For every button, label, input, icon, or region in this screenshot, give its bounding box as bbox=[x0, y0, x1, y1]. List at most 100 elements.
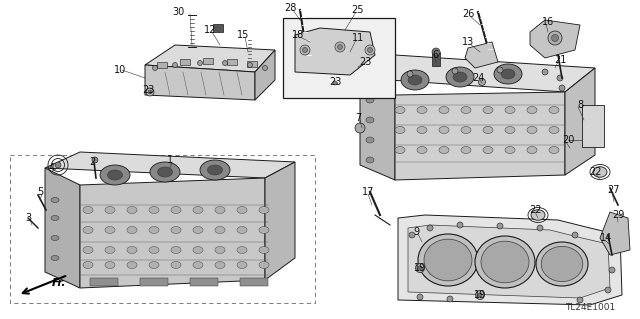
Ellipse shape bbox=[483, 146, 493, 153]
Ellipse shape bbox=[366, 117, 374, 123]
Bar bbox=[190, 278, 218, 286]
Ellipse shape bbox=[439, 127, 449, 133]
Ellipse shape bbox=[505, 127, 515, 133]
Polygon shape bbox=[565, 68, 595, 175]
Ellipse shape bbox=[150, 162, 180, 182]
Circle shape bbox=[427, 225, 433, 231]
Ellipse shape bbox=[200, 160, 230, 180]
Ellipse shape bbox=[475, 236, 535, 288]
Circle shape bbox=[303, 48, 307, 53]
Text: 8: 8 bbox=[577, 100, 583, 110]
Circle shape bbox=[415, 263, 424, 272]
Circle shape bbox=[432, 48, 440, 56]
Bar bbox=[10, 155, 315, 303]
Ellipse shape bbox=[401, 70, 429, 90]
Text: 6: 6 bbox=[432, 50, 438, 60]
Circle shape bbox=[407, 71, 413, 77]
Polygon shape bbox=[295, 28, 375, 75]
Ellipse shape bbox=[105, 247, 115, 254]
Ellipse shape bbox=[424, 239, 472, 281]
Circle shape bbox=[557, 75, 563, 81]
Text: Fr.: Fr. bbox=[52, 278, 67, 288]
Ellipse shape bbox=[481, 241, 529, 283]
Bar bbox=[240, 278, 268, 286]
Text: 4: 4 bbox=[49, 163, 55, 173]
Polygon shape bbox=[360, 55, 595, 92]
Ellipse shape bbox=[366, 97, 374, 103]
Ellipse shape bbox=[51, 216, 59, 220]
Ellipse shape bbox=[83, 226, 93, 234]
Text: 18: 18 bbox=[292, 30, 304, 40]
Circle shape bbox=[262, 65, 268, 70]
Circle shape bbox=[223, 61, 227, 65]
Ellipse shape bbox=[215, 226, 225, 234]
Circle shape bbox=[605, 287, 611, 293]
Ellipse shape bbox=[237, 226, 247, 234]
Ellipse shape bbox=[549, 146, 559, 153]
Text: 5: 5 bbox=[37, 187, 43, 197]
Polygon shape bbox=[408, 225, 610, 298]
Ellipse shape bbox=[505, 146, 515, 153]
Text: 29: 29 bbox=[612, 210, 624, 220]
Polygon shape bbox=[45, 168, 80, 288]
Polygon shape bbox=[227, 59, 237, 65]
Text: 22: 22 bbox=[589, 167, 602, 177]
Ellipse shape bbox=[127, 206, 137, 213]
Ellipse shape bbox=[157, 167, 173, 177]
Circle shape bbox=[577, 297, 583, 303]
Circle shape bbox=[409, 232, 415, 238]
Ellipse shape bbox=[461, 146, 471, 153]
Circle shape bbox=[497, 67, 503, 73]
Circle shape bbox=[479, 78, 486, 85]
Ellipse shape bbox=[105, 206, 115, 213]
Ellipse shape bbox=[51, 235, 59, 241]
Ellipse shape bbox=[207, 165, 223, 175]
Ellipse shape bbox=[237, 247, 247, 254]
Ellipse shape bbox=[149, 247, 159, 254]
Circle shape bbox=[152, 65, 157, 70]
Circle shape bbox=[356, 63, 360, 67]
Ellipse shape bbox=[149, 262, 159, 269]
Circle shape bbox=[607, 245, 613, 251]
Ellipse shape bbox=[439, 146, 449, 153]
Polygon shape bbox=[265, 162, 295, 280]
Ellipse shape bbox=[461, 127, 471, 133]
Ellipse shape bbox=[127, 247, 137, 254]
Ellipse shape bbox=[237, 206, 247, 213]
Circle shape bbox=[148, 90, 152, 94]
Ellipse shape bbox=[531, 210, 545, 220]
Ellipse shape bbox=[100, 165, 130, 185]
Ellipse shape bbox=[83, 206, 93, 213]
Ellipse shape bbox=[418, 234, 478, 286]
Text: 7: 7 bbox=[355, 113, 361, 123]
Ellipse shape bbox=[215, 247, 225, 254]
Circle shape bbox=[367, 48, 372, 53]
Circle shape bbox=[365, 45, 375, 55]
Text: 17: 17 bbox=[362, 187, 374, 197]
Text: 12: 12 bbox=[204, 25, 216, 35]
Ellipse shape bbox=[237, 262, 247, 269]
Text: 22: 22 bbox=[529, 205, 541, 215]
Ellipse shape bbox=[501, 69, 515, 79]
Text: 13: 13 bbox=[462, 37, 474, 47]
Bar bbox=[213, 24, 223, 32]
Circle shape bbox=[354, 61, 362, 69]
Circle shape bbox=[335, 42, 345, 52]
Text: 3: 3 bbox=[25, 213, 31, 223]
Polygon shape bbox=[203, 58, 213, 64]
Circle shape bbox=[497, 223, 503, 229]
Circle shape bbox=[537, 225, 543, 231]
Ellipse shape bbox=[366, 157, 374, 163]
Bar bbox=[90, 278, 118, 286]
Circle shape bbox=[333, 81, 337, 85]
Ellipse shape bbox=[536, 242, 588, 286]
Circle shape bbox=[447, 296, 453, 302]
Ellipse shape bbox=[505, 107, 515, 114]
Ellipse shape bbox=[171, 206, 181, 213]
Ellipse shape bbox=[259, 262, 269, 269]
Text: 11: 11 bbox=[352, 33, 364, 43]
Ellipse shape bbox=[527, 127, 537, 133]
Text: TL24E1001: TL24E1001 bbox=[565, 303, 615, 313]
Circle shape bbox=[609, 267, 615, 273]
Ellipse shape bbox=[193, 226, 203, 234]
